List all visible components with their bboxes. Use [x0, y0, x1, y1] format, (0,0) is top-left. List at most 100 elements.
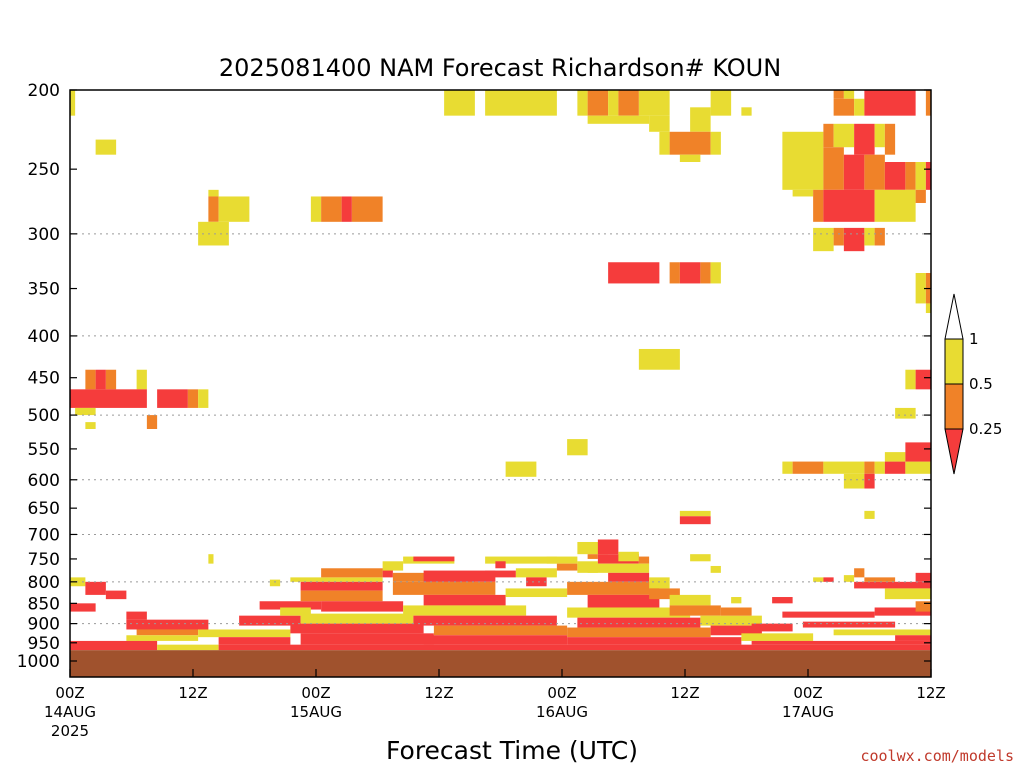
ri-cell-high [813, 227, 834, 252]
ri-cell-low [772, 597, 793, 604]
x-tick-label: 12Z [916, 684, 945, 702]
ri-cell-high [608, 90, 619, 116]
ri-cell-high [925, 303, 931, 314]
colorbar-legend: 1 0.5 0.25 [944, 293, 1002, 475]
ri-cell-high [444, 90, 475, 116]
ri-cell-high [638, 90, 670, 116]
ri-cell-mid [884, 123, 896, 155]
ri-cell-high [75, 407, 96, 416]
x-tick-label: 00Z [55, 684, 84, 702]
ri-cell-high [915, 273, 926, 304]
ri-cell-high [208, 554, 214, 564]
ri-cell-low [413, 556, 455, 562]
ri-cell-high [269, 579, 281, 587]
ri-cell-low [95, 369, 106, 390]
ri-cell-high [136, 369, 147, 390]
ri-cell-mid [669, 605, 721, 616]
y-tick-label: 400 [28, 327, 60, 347]
ri-cell-high [915, 161, 926, 190]
ri-cell-mid [874, 227, 885, 246]
legend-label: 0.25 [969, 420, 1002, 438]
ri-cell-high [649, 577, 670, 589]
ri-cell-mid [833, 98, 855, 116]
ri-cell-low [782, 611, 875, 618]
ri-cell-mid [208, 196, 219, 222]
ri-cell-high [638, 348, 680, 370]
ri-cell-low [526, 577, 547, 587]
ri-cell-mid [587, 554, 598, 559]
x-tick-label: 2025 [51, 722, 89, 740]
ri-cell-mid [915, 189, 926, 203]
ri-cell-low [905, 442, 931, 462]
ri-cell-mid [187, 389, 199, 408]
ri-cell-low [70, 603, 96, 612]
ri-cell-low [751, 640, 931, 645]
ri-cell-low [218, 637, 291, 645]
ri-cell-low [884, 461, 906, 474]
ri-cell-high [157, 644, 219, 651]
ri-cell-high [905, 461, 931, 474]
ri-cell-low [608, 262, 660, 284]
ri-cell-low [70, 640, 158, 651]
y-tick-label: 450 [28, 369, 60, 389]
ri-cell-high [403, 605, 527, 616]
ri-cell-high [874, 123, 885, 148]
ri-cell-low [874, 607, 931, 616]
ri-cell-high [741, 107, 752, 116]
ri-cell-low [423, 594, 506, 606]
x-tick-label: 12Z [424, 684, 453, 702]
ri-cell-high [843, 575, 855, 582]
ri-cell-mid [700, 262, 711, 284]
ri-cell-high [546, 556, 578, 564]
ri-cell-low [218, 644, 931, 651]
ri-cell-high [198, 221, 229, 246]
ri-cell-mid [618, 90, 639, 116]
ri-cell-mid [136, 629, 199, 636]
ri-cell-mid [649, 588, 680, 600]
y-axis-ticks: 200 250 300 350 400 450 500 550 600 650 700 750 8008… [17, 81, 931, 672]
ri-cell-mid [813, 189, 824, 222]
ri-cell-low [915, 369, 931, 390]
ri-cell-low [300, 581, 383, 591]
ri-cell-mid [833, 90, 844, 99]
legend-bin-mid [944, 383, 964, 430]
ri-cell-mid [556, 563, 578, 571]
ri-cell-mid [864, 577, 896, 582]
ri-cell-high [884, 588, 931, 600]
y-tick-label: 600 [28, 471, 60, 491]
ri-cell-low [341, 196, 352, 222]
ri-cell-high [864, 510, 875, 519]
ri-cell-high [710, 90, 732, 116]
ri-cell-high [587, 563, 650, 573]
ri-cell-low [126, 611, 147, 620]
ri-cell-high [833, 123, 855, 148]
ri-cell-high [710, 565, 721, 573]
ri-cell-high [874, 189, 916, 222]
ri-cell-high [70, 90, 76, 116]
ri-cell-low [854, 581, 931, 589]
ri-cell-high [679, 510, 711, 517]
ri-cell-mid [567, 581, 660, 595]
ri-cell-low [679, 262, 701, 284]
ri-cell-high [198, 389, 209, 408]
ri-cell-high [669, 594, 711, 606]
ri-cell-mid [864, 461, 875, 474]
legend-label: 1 [969, 330, 979, 348]
ri-cell-high [198, 629, 291, 638]
ri-cell-high [690, 107, 711, 132]
ri-cell-low [884, 161, 906, 190]
ri-cell-mid [433, 625, 568, 636]
y-tick-label: 300 [28, 225, 60, 245]
legend-label: 0.5 [969, 375, 993, 393]
ri-cell-low [259, 601, 322, 610]
ri-cell-low [843, 154, 865, 190]
ri-cell-high [515, 568, 557, 578]
y-tick-label: 850 [28, 594, 60, 614]
ri-cell-high [208, 189, 219, 197]
x-tick-label: 16AUG [536, 703, 588, 721]
x-tick-label: 12Z [670, 684, 699, 702]
ri-cell-low [157, 389, 188, 408]
ri-cell-mid [669, 262, 680, 284]
ri-cell-low [290, 623, 424, 634]
